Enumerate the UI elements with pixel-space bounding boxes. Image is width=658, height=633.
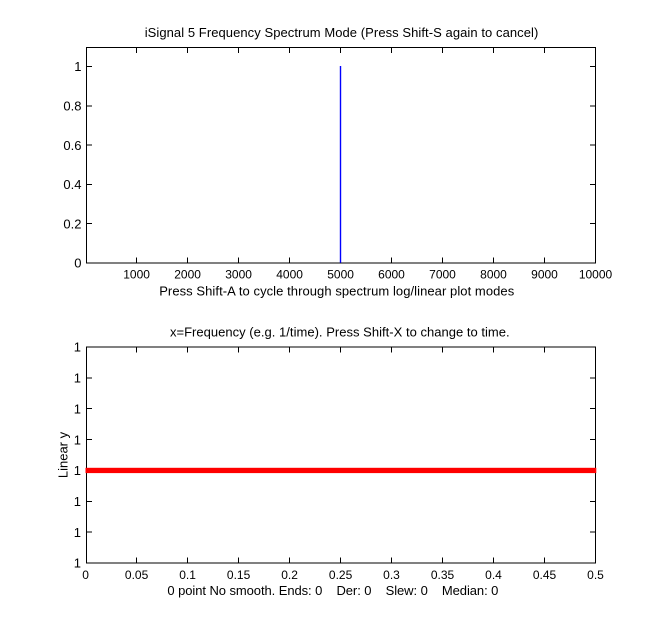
svg-text:0.4: 0.4 xyxy=(485,568,502,582)
svg-text:0.6: 0.6 xyxy=(63,138,81,153)
svg-text:0: 0 xyxy=(82,568,89,582)
svg-text:1: 1 xyxy=(74,401,81,416)
svg-text:x=Frequency (e.g. 1/time). Pre: x=Frequency (e.g. 1/time). Press Shift-X… xyxy=(170,324,510,339)
svg-text:1: 1 xyxy=(74,556,81,571)
svg-text:0.1: 0.1 xyxy=(179,568,196,582)
svg-text:9000: 9000 xyxy=(531,268,558,282)
svg-text:0.3: 0.3 xyxy=(383,568,400,582)
svg-text:iSignal 5 Frequency Spectrum M: iSignal 5 Frequency Spectrum Mode (Press… xyxy=(145,25,539,40)
svg-text:7000: 7000 xyxy=(429,268,456,282)
svg-text:1: 1 xyxy=(74,463,81,478)
svg-text:0.4: 0.4 xyxy=(63,177,81,192)
svg-text:3000: 3000 xyxy=(225,268,252,282)
svg-text:10000: 10000 xyxy=(579,268,613,282)
svg-text:5000: 5000 xyxy=(327,268,354,282)
svg-text:0.2: 0.2 xyxy=(63,216,81,231)
svg-text:1: 1 xyxy=(74,340,81,355)
svg-text:1: 1 xyxy=(74,432,81,447)
svg-text:1: 1 xyxy=(74,371,81,386)
svg-text:0.05: 0.05 xyxy=(125,568,149,582)
svg-text:0.8: 0.8 xyxy=(63,99,81,114)
svg-text:1000: 1000 xyxy=(123,268,150,282)
svg-text:1: 1 xyxy=(74,59,81,74)
svg-text:0: 0 xyxy=(74,256,81,271)
svg-text:1: 1 xyxy=(74,525,81,540)
svg-text:4000: 4000 xyxy=(276,268,303,282)
svg-text:Linear y: Linear y xyxy=(56,431,71,478)
svg-text:6000: 6000 xyxy=(378,268,405,282)
svg-text:0.15: 0.15 xyxy=(227,568,251,582)
svg-text:0.45: 0.45 xyxy=(533,568,557,582)
svg-text:0 point No smooth. Ends: 0: 0 point No smooth. Ends: 0 Der: 0 Slew: … xyxy=(167,583,498,598)
svg-text:Press Shift-A to cycle through: Press Shift-A to cycle through spectrum … xyxy=(159,284,515,299)
svg-text:0.25: 0.25 xyxy=(329,568,353,582)
svg-text:0.2: 0.2 xyxy=(281,568,298,582)
svg-text:0.35: 0.35 xyxy=(431,568,455,582)
svg-text:1: 1 xyxy=(74,494,81,509)
svg-text:0.5: 0.5 xyxy=(587,568,604,582)
svg-text:2000: 2000 xyxy=(174,268,201,282)
svg-text:8000: 8000 xyxy=(480,268,507,282)
